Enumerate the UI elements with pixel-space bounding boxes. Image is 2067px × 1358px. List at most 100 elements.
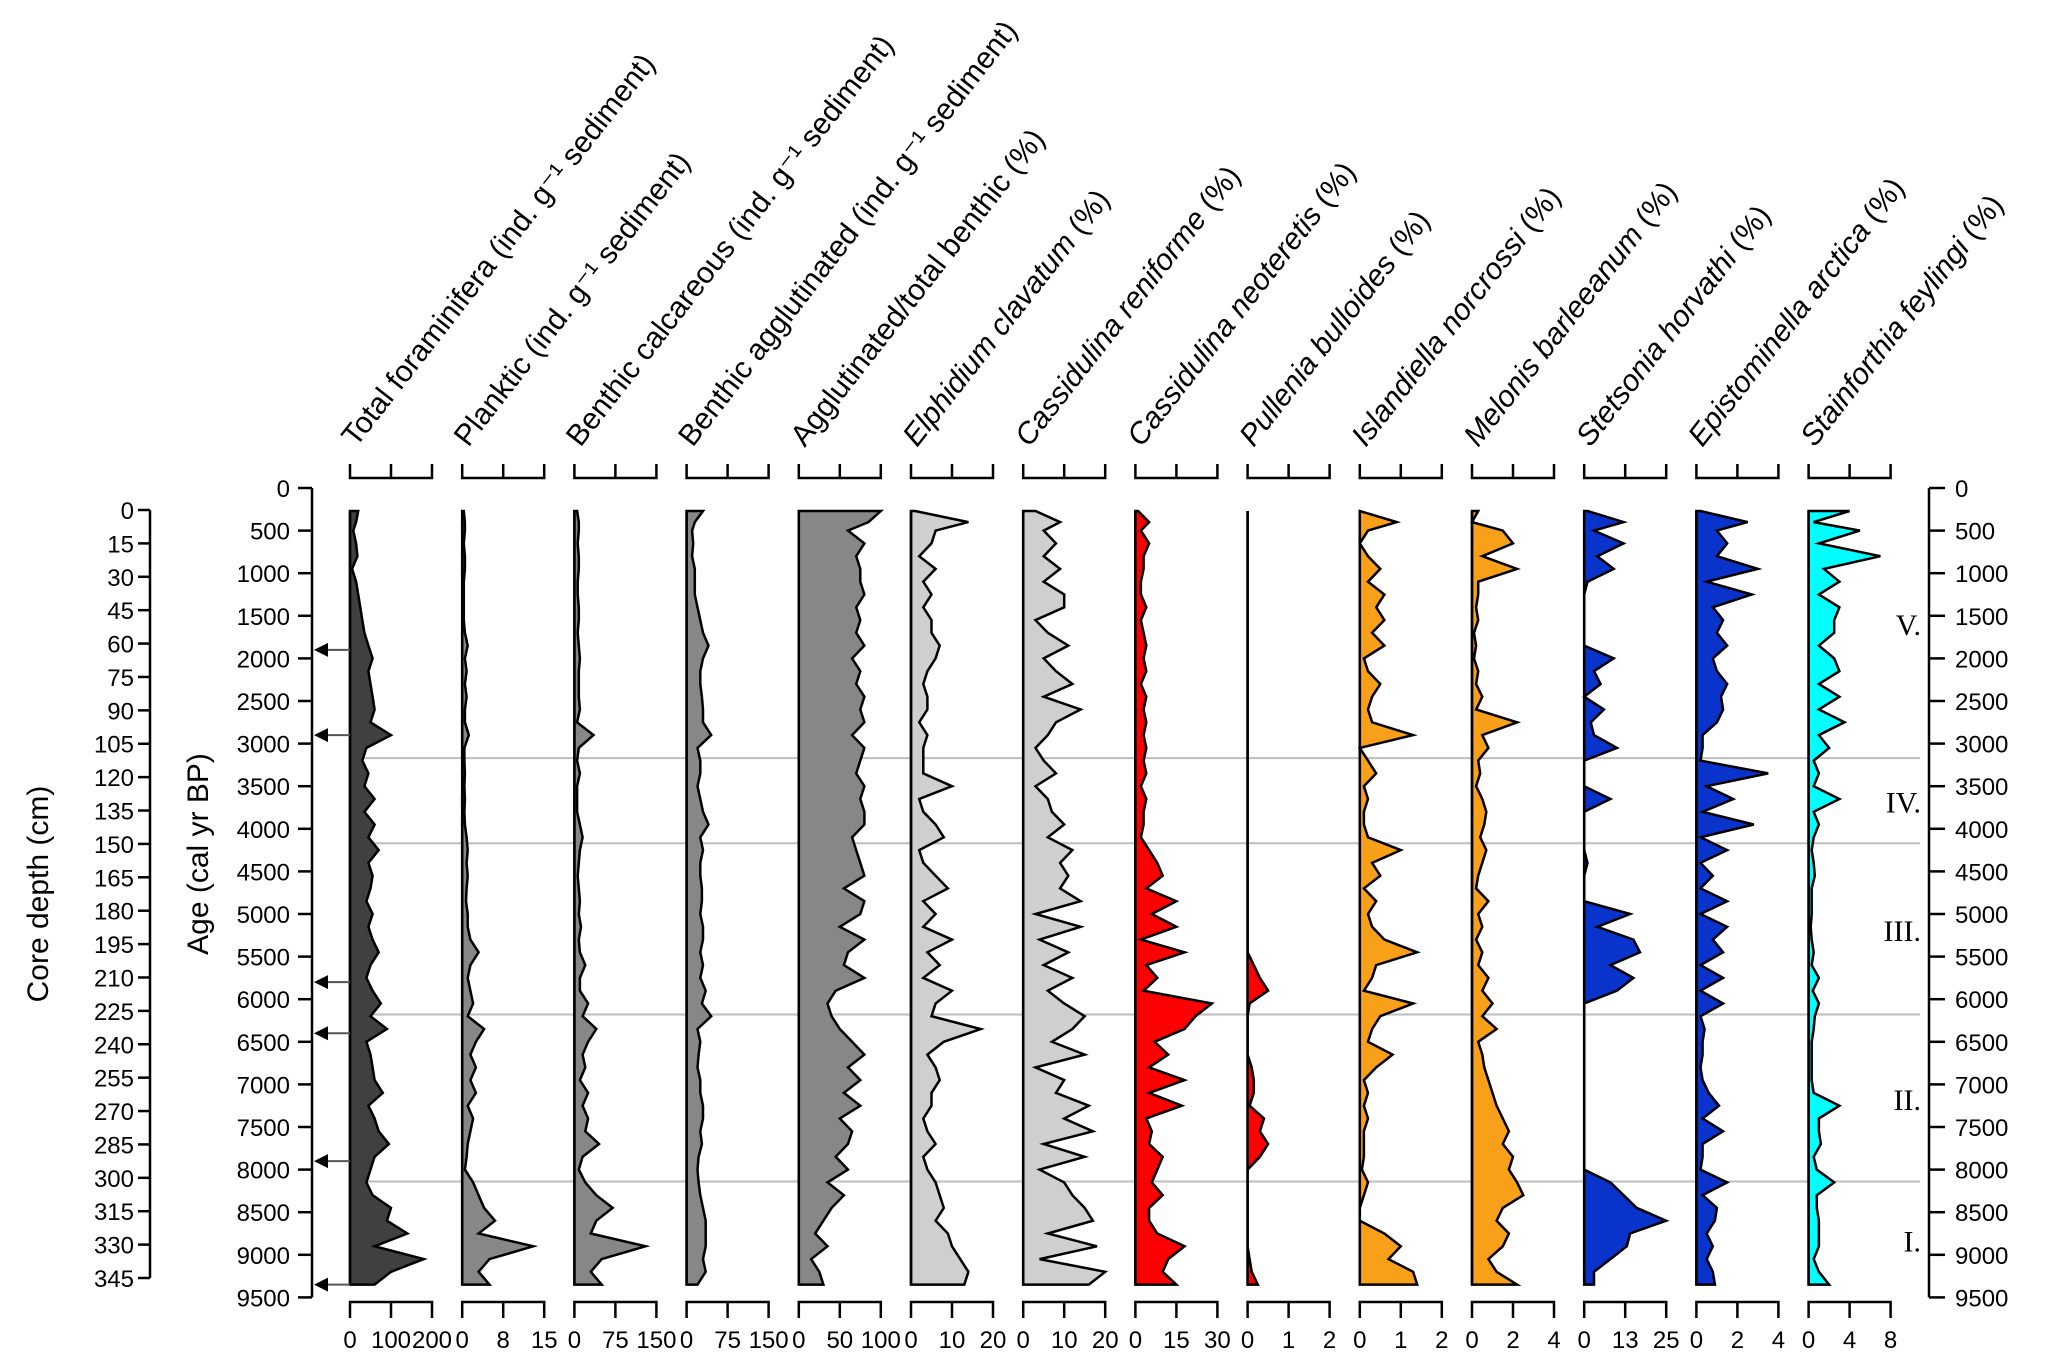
x-tick-label: 0	[1353, 1327, 1366, 1354]
top-scale-bracket	[1021, 464, 1107, 480]
right-age-tick-label: 1500	[1955, 604, 2008, 631]
age-tick-label: 3000	[237, 732, 290, 759]
series-area	[1470, 509, 1525, 1286]
depth-tick-label: 270	[94, 1099, 134, 1126]
bottom-scale-bracket	[1695, 1300, 1780, 1318]
x-tick-label: 0	[456, 1327, 469, 1354]
top-scale-bracket	[348, 464, 434, 480]
depth-tick-label: 60	[107, 632, 134, 659]
right-age-tick-label: 5500	[1955, 945, 2008, 972]
series-area	[460, 509, 539, 1286]
series-area	[573, 509, 651, 1286]
dating-arrow-head	[314, 1026, 328, 1041]
right-age-tick-label: 8000	[1955, 1158, 2008, 1185]
panel-header-label: Planktic (ind. g⁻¹ sediment)	[448, 146, 697, 452]
depth-tick-label: 15	[107, 531, 134, 558]
top-scale-bracket	[1358, 464, 1444, 480]
right-age-tick-label: 3000	[1955, 732, 2008, 759]
bottom-scale-bracket	[909, 1300, 995, 1318]
age-tick-label: 8000	[237, 1158, 290, 1185]
depth-tick-label: 150	[94, 832, 134, 859]
x-tick-label: 2	[1506, 1327, 1519, 1354]
bottom-scale-bracket	[573, 1300, 658, 1318]
depth-tick-label: 135	[94, 799, 134, 826]
series-area	[1246, 511, 1270, 1286]
x-tick-label: 0	[792, 1327, 805, 1354]
bottom-scale-bracket	[1470, 1300, 1556, 1318]
top-scale-bracket	[1695, 464, 1780, 480]
x-tick-label: 0	[680, 1327, 693, 1354]
depth-tick-label: 45	[107, 598, 134, 625]
age-tick-label: 2500	[237, 689, 290, 716]
depth-axis-title: Core depth (cm)	[22, 786, 55, 1003]
x-tick-label: 15	[531, 1327, 558, 1354]
right-age-tick-label: 0	[1955, 476, 1968, 503]
taxon-name: Cassidulina neoteretis	[1121, 199, 1329, 452]
zone-label: I.	[1904, 1225, 1922, 1258]
x-tick-label: 0	[343, 1327, 356, 1354]
x-tick-label: 1	[1394, 1327, 1407, 1354]
age-tick-label: 9000	[237, 1243, 290, 1270]
zone-label: II.	[1894, 1084, 1921, 1117]
age-tick-label: 4000	[237, 817, 290, 844]
right-age-tick-label: 3500	[1955, 774, 2008, 801]
right-age-tick-label: 6000	[1955, 987, 2008, 1014]
depth-tick-label: 30	[107, 565, 134, 592]
bottom-scale-bracket	[1021, 1300, 1107, 1318]
x-tick-label: 8	[1884, 1327, 1897, 1354]
top-scale-bracket	[1246, 464, 1331, 480]
depth-tick-label: 240	[94, 1032, 134, 1059]
x-tick-label: 2	[1323, 1327, 1336, 1354]
core-depth-axis: 0 15 30 45 60 75 90 105 120 135 150 165 180 195 210 225…	[94, 498, 152, 1293]
top-scale-bracket	[573, 464, 658, 480]
bottom-scale-bracket	[1246, 1300, 1331, 1318]
right-age-tick-label: 9000	[1955, 1243, 2008, 1270]
x-tick-label: 10	[1051, 1327, 1078, 1354]
x-tick-label: 20	[1092, 1327, 1119, 1354]
top-scale-bracket	[1470, 464, 1556, 480]
x-tick-label: 2	[1731, 1327, 1744, 1354]
x-tick-label: 10	[939, 1327, 966, 1354]
x-tick-label: 4	[1772, 1327, 1785, 1354]
age-axis-title: Age (cal yr BP)	[182, 753, 215, 955]
depth-tick-label: 330	[94, 1233, 134, 1260]
x-tick-label: 50	[826, 1327, 853, 1354]
right-age-tick-label: 500	[1955, 519, 1995, 546]
dating-arrow-head	[314, 642, 328, 657]
series-area	[1582, 509, 1670, 1286]
series-area	[1357, 509, 1421, 1286]
zone-label: V.	[1896, 609, 1921, 642]
zone-labels: V. IV. III. II. I.	[1884, 609, 1921, 1258]
series-area	[1807, 509, 1881, 1286]
series-area	[348, 509, 428, 1286]
bottom-scale-bracket	[797, 1300, 883, 1318]
bottom-scale-bracket	[1807, 1300, 1892, 1318]
age-tick-label: 6000	[237, 987, 290, 1014]
depth-tick-label: 0	[121, 498, 134, 525]
depth-tick-label: 300	[94, 1166, 134, 1193]
right-age-tick-label: 4000	[1955, 817, 2008, 844]
age-axis-right: 0 500 1000 1500 2000 2500 3000 3500 4000 4500 5000…	[1927, 476, 2008, 1312]
x-tick-label: 150	[749, 1327, 789, 1354]
x-tick-label: 15	[1163, 1327, 1190, 1354]
dating-arrow-head	[314, 1277, 328, 1292]
panel-header-label: Islandiella norcrossi (%)	[1345, 181, 1567, 452]
right-age-tick-label: 1000	[1955, 561, 2008, 588]
depth-tick-label: 75	[107, 665, 134, 692]
age-tick-label: 1500	[237, 604, 290, 631]
x-tick-label: 13	[1612, 1327, 1639, 1354]
top-scale-bracket	[460, 464, 546, 480]
depth-tick-label: 315	[94, 1199, 134, 1226]
depth-tick-label: 105	[94, 732, 134, 759]
x-tick-label: 100	[371, 1327, 411, 1354]
age-tick-label: 8500	[237, 1200, 290, 1227]
zone-label: IV.	[1886, 787, 1921, 820]
top-scale-bracket	[909, 464, 995, 480]
right-age-tick-label: 9500	[1955, 1285, 2008, 1312]
right-age-tick-label: 4500	[1955, 859, 2008, 886]
depth-tick-label: 180	[94, 899, 134, 926]
x-tick-label: 0	[1578, 1327, 1591, 1354]
bottom-scale-bracket	[460, 1300, 546, 1318]
